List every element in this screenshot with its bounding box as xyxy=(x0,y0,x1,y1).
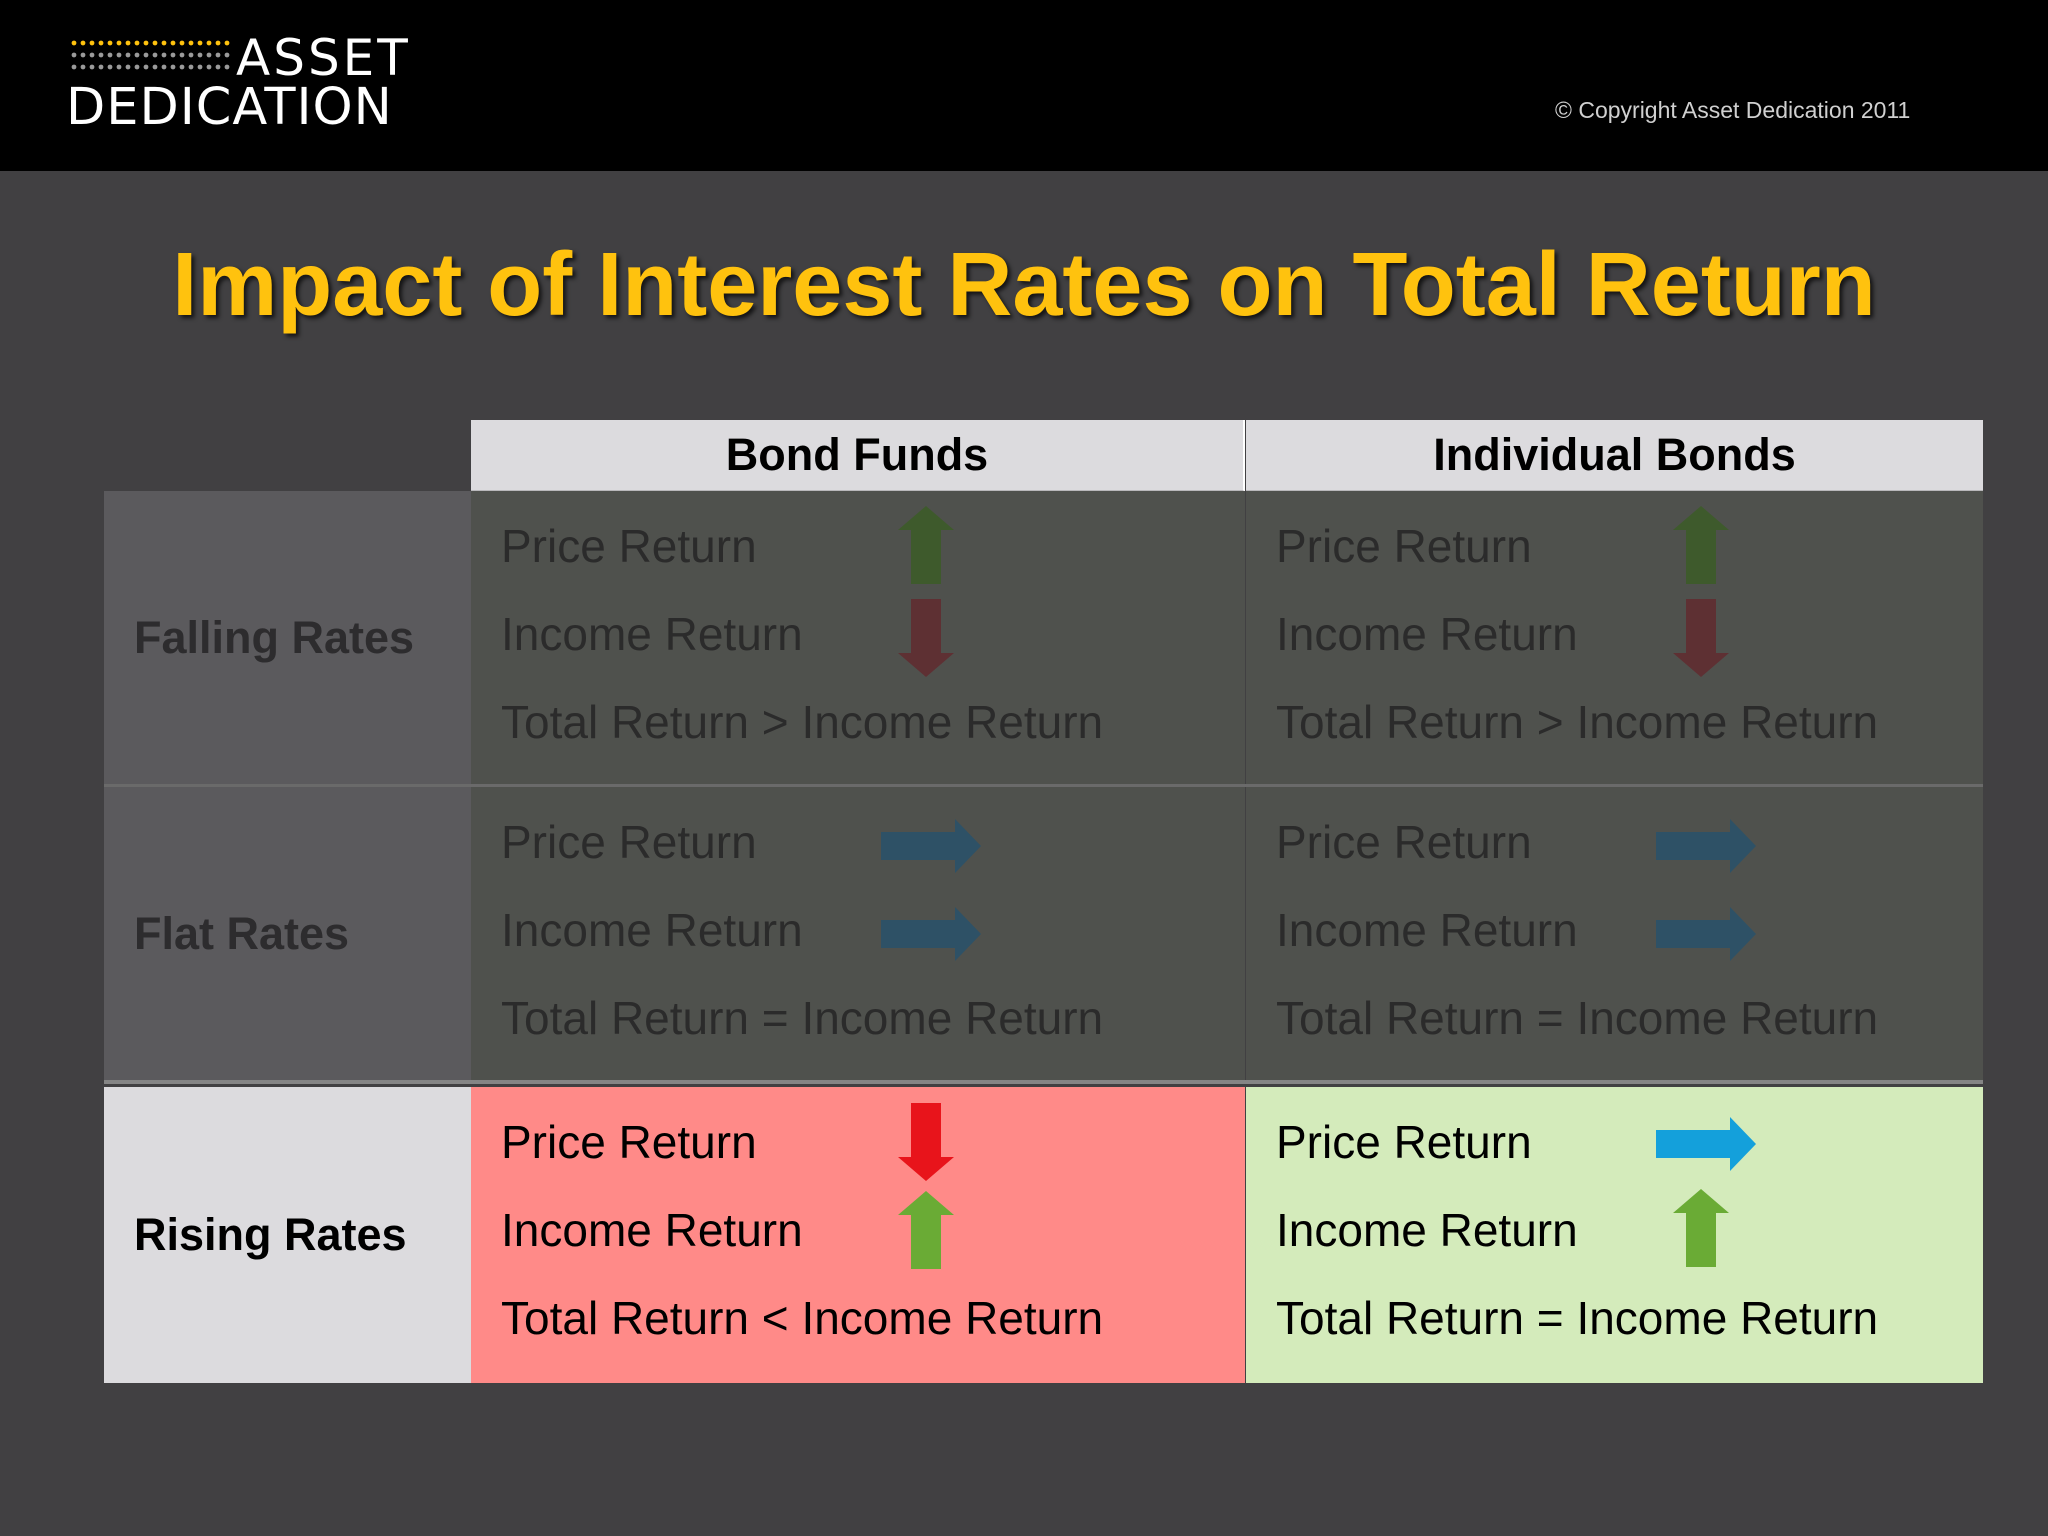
price-return-label: Price Return xyxy=(1276,1116,1532,1168)
price-return-label: Price Return xyxy=(501,1116,757,1168)
cell-rising-bond-funds: Price Return Income Return Total Return … xyxy=(471,1087,1245,1383)
slide-title: Impact of Interest Rates on Total Return xyxy=(172,235,1876,335)
income-return-label: Income Return xyxy=(1276,1204,1578,1256)
down-arrow-icon xyxy=(1673,599,1729,677)
down-arrow-icon xyxy=(898,1103,954,1181)
asset-dedication-logo: ASSET DEDICATION xyxy=(66,29,426,136)
income-return-label: Income Return xyxy=(501,608,803,660)
right-arrow-icon xyxy=(881,819,981,873)
price-return-label: Price Return xyxy=(501,816,757,868)
logo-text-dedication: DEDICATION xyxy=(66,78,393,137)
up-arrow-icon xyxy=(898,506,954,584)
cell-falling-individual-bonds: Price Return Income Return Total Return … xyxy=(1246,491,1983,784)
row-label-rising-rates: Rising Rates xyxy=(104,1087,471,1383)
row-falling-rates: Falling Rates Price Return Income Return… xyxy=(104,491,1983,787)
down-arrow-icon xyxy=(898,599,954,677)
price-return-label: Price Return xyxy=(501,520,757,572)
right-arrow-icon xyxy=(881,907,981,961)
cell-rising-individual-bonds: Price Return Income Return Total Return … xyxy=(1246,1087,1983,1383)
logo-dots-icon xyxy=(71,40,230,70)
logo-text-asset: ASSET xyxy=(236,29,411,87)
right-arrow-icon xyxy=(1656,907,1756,961)
income-return-label: Income Return xyxy=(501,904,803,956)
up-arrow-icon xyxy=(1673,1189,1729,1267)
total-return-label: Total Return = Income Return xyxy=(1276,992,1879,1044)
column-header-individual-bonds: Individual Bonds xyxy=(1246,420,1983,492)
up-arrow-icon xyxy=(1673,506,1729,584)
up-arrow-icon xyxy=(898,1191,954,1269)
total-return-label: Total Return > Income Return xyxy=(501,696,1104,748)
right-arrow-icon xyxy=(1656,819,1756,873)
total-return-label: Total Return = Income Return xyxy=(501,992,1104,1044)
row-label-falling-rates: Falling Rates xyxy=(104,491,471,784)
row-flat-rates: Flat Rates Price Return Income Return To… xyxy=(104,787,1983,1084)
total-return-label: Total Return < Income Return xyxy=(501,1292,1104,1344)
row-label-flat-rates: Flat Rates xyxy=(104,787,471,1080)
price-return-label: Price Return xyxy=(1276,816,1532,868)
total-return-label: Total Return > Income Return xyxy=(1276,696,1879,748)
header-bar: ASSET DEDICATION © Copyright Asset Dedic… xyxy=(0,0,2048,171)
total-return-label: Total Return = Income Return xyxy=(1276,1292,1879,1344)
price-return-label: Price Return xyxy=(1276,520,1532,572)
copyright-notice: © Copyright Asset Dedication 2011 xyxy=(1555,97,1911,123)
row-rising-rates: Rising Rates Price Return Income Return … xyxy=(104,1087,1983,1383)
cell-flat-bond-funds: Price Return Income Return Total Return … xyxy=(471,787,1245,1080)
income-return-label: Income Return xyxy=(501,1204,803,1256)
cell-flat-individual-bonds: Price Return Income Return Total Return … xyxy=(1246,787,1983,1080)
column-header-bond-funds: Bond Funds xyxy=(471,420,1245,492)
right-arrow-icon xyxy=(1656,1117,1756,1171)
income-return-label: Income Return xyxy=(1276,904,1578,956)
cell-falling-bond-funds: Price Return Income Return Total Return … xyxy=(471,491,1245,784)
income-return-label: Income Return xyxy=(1276,608,1578,660)
